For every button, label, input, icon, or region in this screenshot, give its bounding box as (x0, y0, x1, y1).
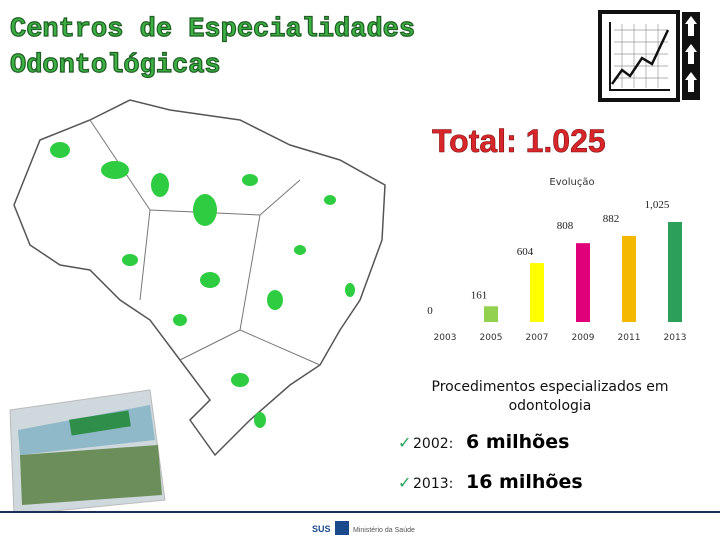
note-year: 2013: (413, 476, 453, 492)
value-label: 882 (603, 213, 620, 225)
note-amount: 6 milhões (466, 431, 569, 453)
x-tick-label: 2013 (664, 333, 687, 343)
notes-heading: Procedimentos especializados em (432, 379, 669, 395)
growth-icon (598, 10, 700, 102)
title-line: Centros de Especialidades (10, 15, 415, 45)
footer: SUS Ministério da Saúde (0, 511, 720, 540)
x-tick-label: 2003 (434, 333, 457, 343)
note-amount: 16 milhões (466, 471, 583, 493)
bar (622, 235, 636, 322)
title-line: Odontológicas (10, 51, 221, 81)
value-label: 161 (471, 289, 488, 301)
value-label: 808 (557, 220, 574, 232)
x-tick-label: 2007 (526, 333, 549, 343)
bar (668, 222, 682, 322)
check: ✓ (398, 435, 411, 452)
bar (576, 243, 590, 322)
bar (530, 263, 544, 322)
notes: Procedimentos especializados em odontolo… (398, 379, 668, 493)
x-tick-label: 2011 (618, 333, 641, 343)
value-label: 0 (427, 305, 433, 317)
x-tick-label: 2005 (480, 333, 503, 343)
chart-title: Evolução (549, 177, 594, 188)
x-tick-label: 2009 (572, 333, 595, 343)
total: Total: 1.025 (432, 123, 606, 159)
notes-heading: odontologia (509, 398, 592, 414)
sus-logo: SUS (312, 524, 331, 534)
chart-area (420, 170, 695, 350)
check: ✓ (398, 475, 411, 492)
bar (484, 306, 498, 322)
building-photo (9, 389, 166, 516)
value-label: 1,025 (645, 199, 670, 211)
note-year: 2002: (413, 436, 453, 452)
value-label: 604 (517, 246, 534, 258)
brazil-map (13, 99, 386, 457)
ministry: Ministério da Saúde (353, 527, 415, 534)
